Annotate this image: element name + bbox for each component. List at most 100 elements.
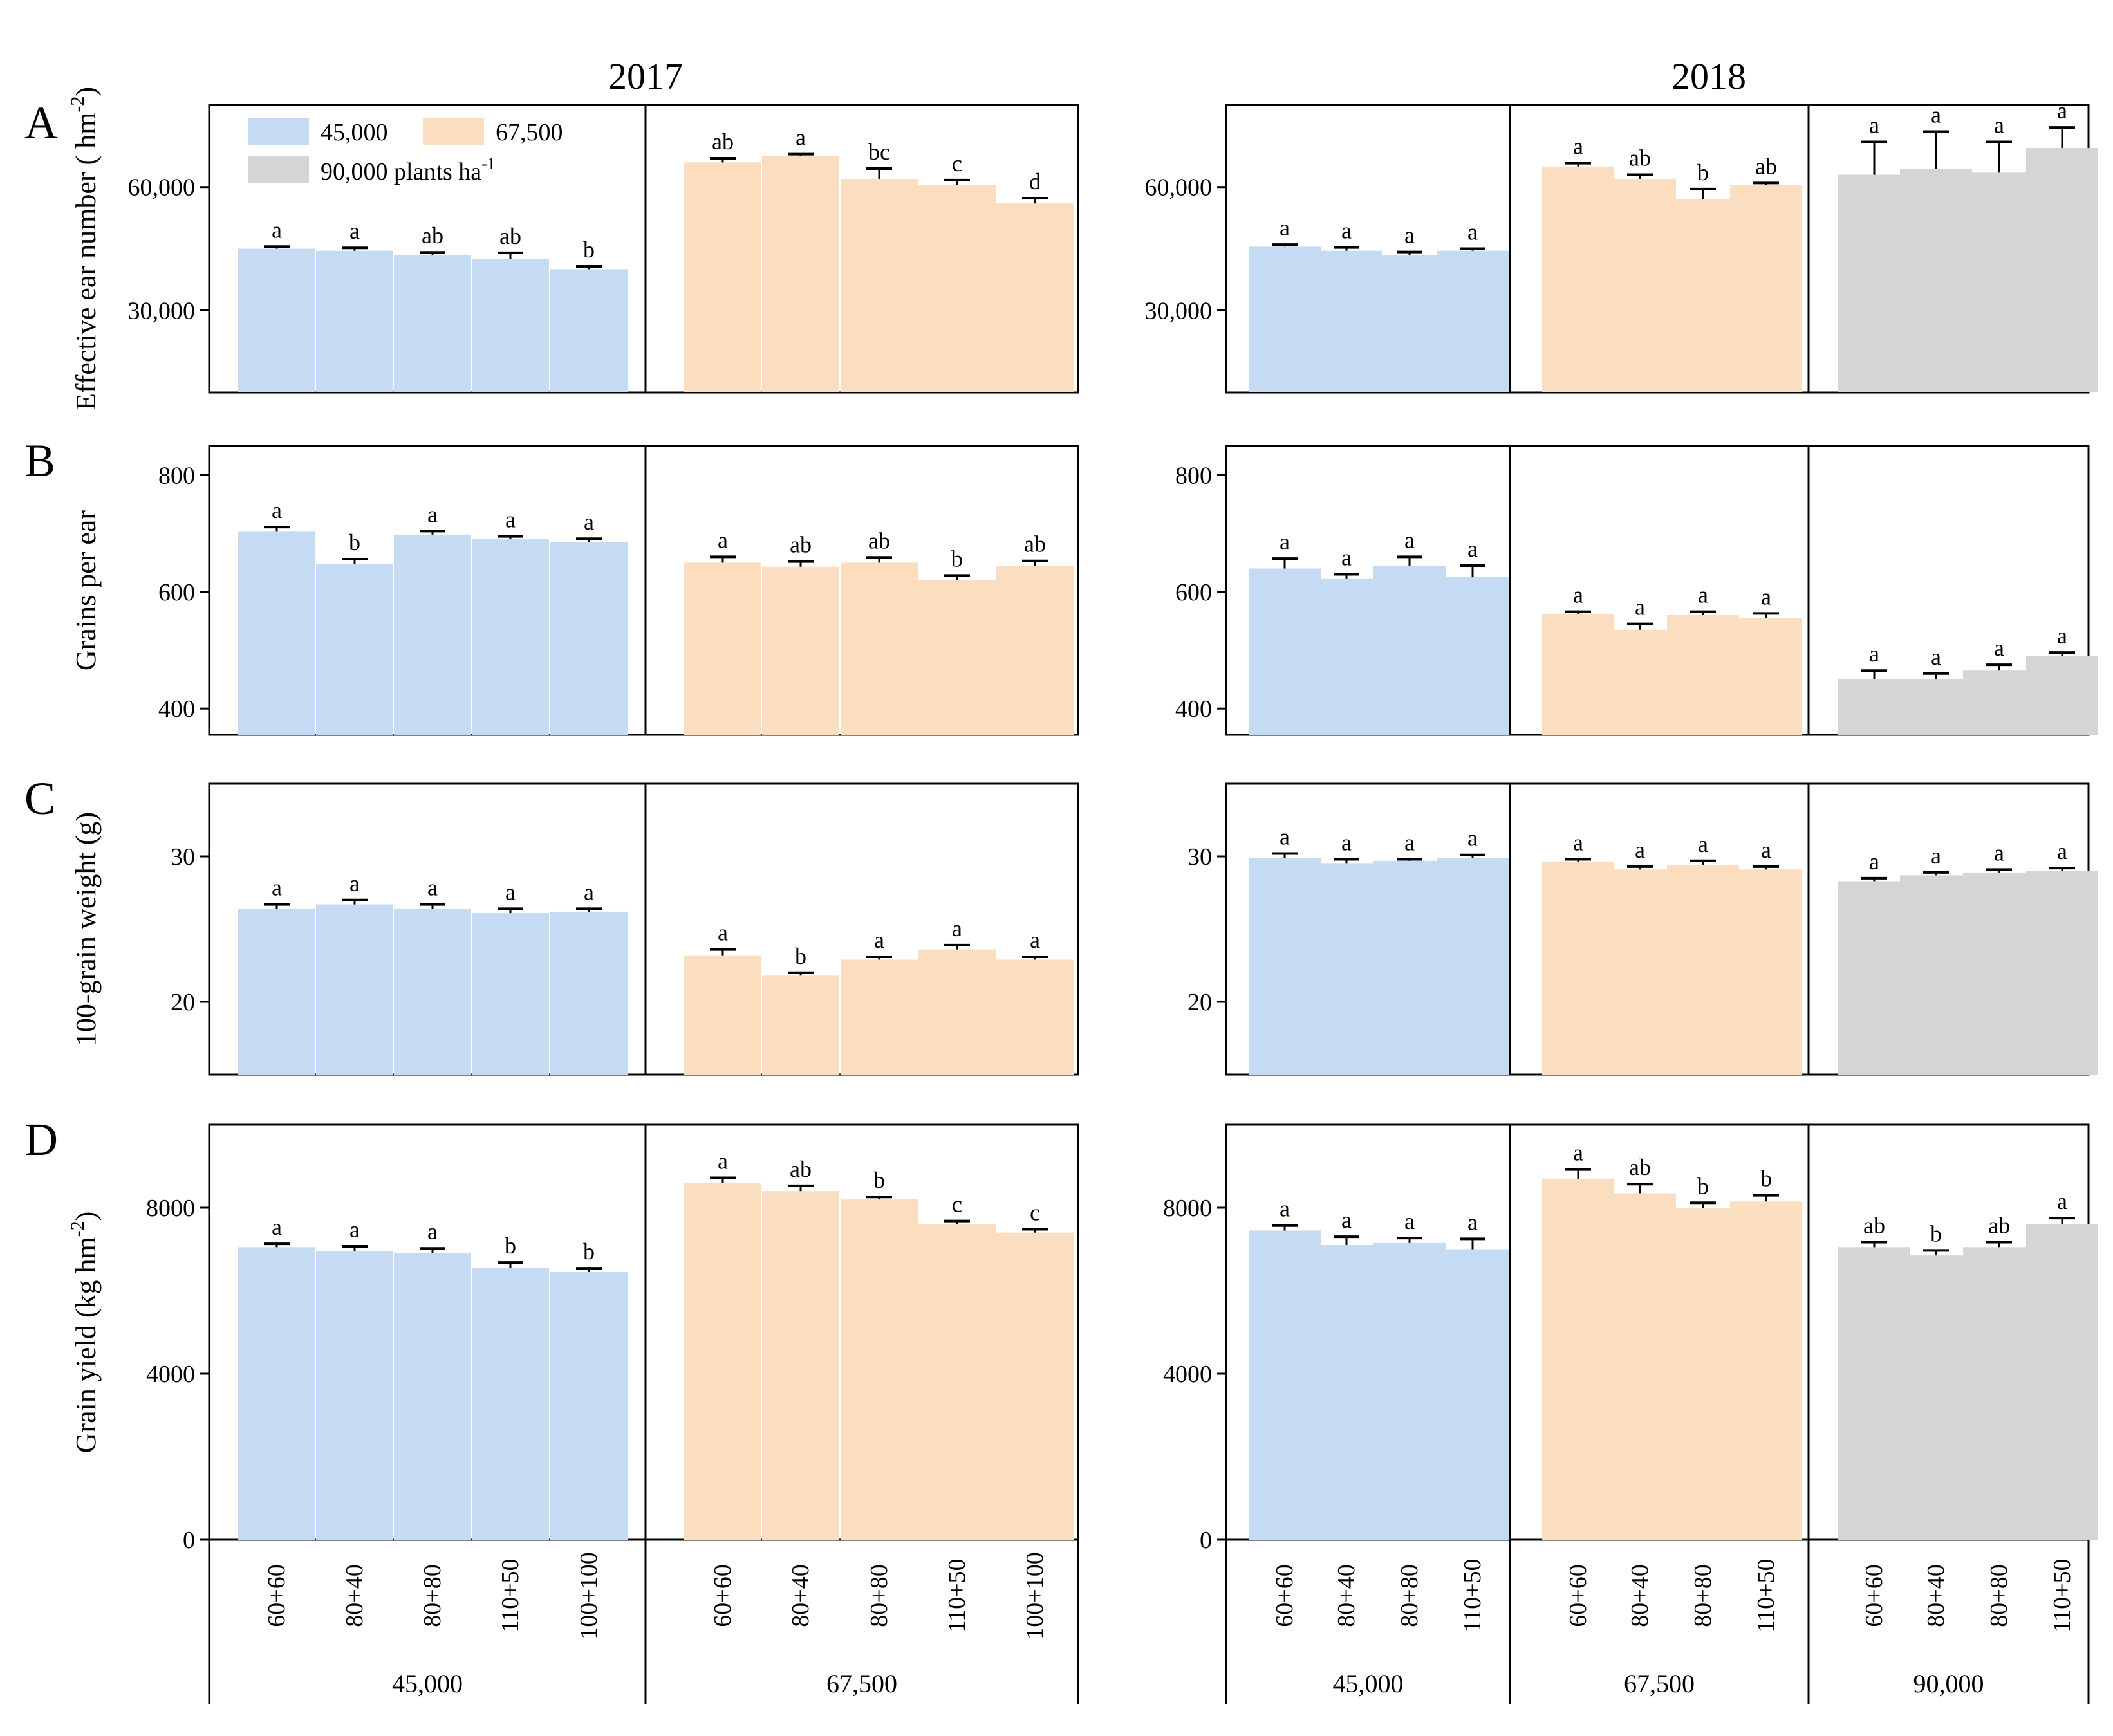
sig-letter-C-2018-45000-2: a [1404,830,1415,856]
bar-B-2017-67500-60+60 [684,562,761,735]
sig-letter-A-2017-45000-1: a [349,218,360,244]
ytick-label-C-2018-0: 20 [1187,989,1212,1016]
sig-letter-B-2018-45000-0: a [1280,529,1290,555]
panel-letter-A: A [24,97,58,149]
ylabel-sup: -2 [67,1221,88,1237]
bar-B-2017-45000-80+80 [394,534,471,735]
sig-letter-D-2017-45000-3: b [505,1233,516,1259]
xtick-label-2018-67500-2: 80+80 [1689,1564,1717,1627]
legend-swatch-1 [423,118,484,145]
sig-letter-D-2018-67500-2: b [1697,1173,1709,1199]
bar-C-2018-67500-80+40 [1604,869,1676,1075]
frame-D-2017 [208,1123,1079,1541]
bar-C-2017-45000-60+60 [238,909,315,1075]
ytick-label-C-2018-1: 30 [1187,844,1212,871]
sig-letter-A-2017-67500-3: c [952,151,962,176]
sig-letter-C-2017-67500-4: a [1030,927,1040,953]
sig-letter-D-2017-67500-0: a [718,1149,728,1174]
bar-D-2018-45000-80+40 [1310,1245,1382,1540]
xtick-label-2017-67500-0: 60+60 [709,1564,736,1627]
bar-D-2017-45000-80+40 [316,1251,393,1540]
sig-letter-C-2017-67500-1: b [795,943,806,969]
ytick-label-D-2018-0: 0 [1200,1527,1212,1554]
ylabel-D: Grain yield (kg hm-2) [67,1212,102,1454]
bar-D-2018-90000-60+60 [1838,1247,1910,1540]
bar-C-2018-45000-60+60 [1249,858,1321,1075]
bar-D-2017-67500-60+60 [684,1183,761,1540]
bar-B-2017-67500-110+50 [918,580,996,735]
year-title-2018: 2018 [1671,55,1746,97]
bar-D-2017-67500-110+50 [918,1224,996,1540]
bar-C-2017-67500-80+40 [762,975,839,1075]
bar-A-2018-90000-80+40 [1900,168,1972,392]
sig-letter-D-2017-45000-2: a [427,1219,438,1244]
sig-letter-D-2018-45000-2: a [1404,1208,1415,1234]
sig-letter-C-2018-90000-3: a [2057,838,2067,864]
bar-A-2017-45000-80+40 [316,250,393,392]
bar-B-2018-67500-110+50 [1730,618,1802,735]
ylabel-sup: -2 [67,97,88,113]
bar-B-2018-90000-80+40 [1900,679,1972,735]
sig-letter-B-2017-67500-0: a [718,527,728,553]
bar-D-2018-90000-110+50 [2026,1224,2098,1540]
ylabel-B: Grains per ear [70,510,102,671]
xtick-label-2017-45000-1: 80+40 [341,1564,368,1627]
sig-letter-B-2018-67500-3: a [1761,584,1771,609]
bar-A-2018-67500-110+50 [1730,185,1802,392]
sig-letter-B-2018-67500-1: a [1635,595,1645,620]
sig-letter-C-2018-90000-0: a [1869,849,1879,874]
sig-letter-D-2017-67500-4: c [1030,1200,1040,1226]
bar-C-2018-90000-80+80 [1963,872,2035,1075]
sig-letter-B-2017-67500-1: ab [790,532,812,558]
bar-B-2018-45000-60+60 [1249,568,1321,735]
sig-letter-B-2017-45000-0: a [272,497,282,523]
bar-B-2018-67500-80+40 [1604,629,1676,735]
sig-letter-C-2017-67500-3: a [952,916,962,941]
sig-letter-D-2018-67500-1: ab [1629,1154,1651,1180]
bar-D-2018-67500-110+50 [1730,1201,1802,1540]
xtick-label-2018-67500-0: 60+60 [1565,1564,1592,1627]
sig-letter-C-2018-67500-1: a [1635,837,1645,863]
frame-B-2017 [208,445,1079,736]
bar-D-2018-45000-60+60 [1249,1230,1321,1540]
bar-A-2018-45000-80+40 [1310,250,1382,392]
sig-letter-A-2017-67500-2: bc [868,139,890,165]
bar-B-2018-90000-80+80 [1963,670,2035,735]
sig-letter-A-2018-67500-0: a [1573,134,1583,160]
xtick-label-2017-45000-4: 100+100 [575,1552,602,1639]
sig-letter-B-2018-90000-1: a [1931,644,1941,670]
legend-swatch-0 [248,118,309,145]
bar-D-2018-67500-80+40 [1604,1193,1676,1540]
ytick-label-D-2018-1: 4000 [1163,1361,1212,1388]
sig-letter-C-2017-45000-1: a [349,871,360,896]
sig-letter-A-2017-67500-4: d [1029,169,1041,194]
bar-D-2017-45000-100+100 [550,1271,628,1540]
legend-swatch-2 [248,156,309,183]
group-label-2018-90000: 90,000 [1913,1669,1984,1698]
bar-C-2017-45000-80+80 [394,909,471,1075]
sig-letter-A-2017-45000-3: ab [499,223,521,249]
bar-A-2017-67500-60+60 [684,162,761,392]
sig-letter-A-2017-67500-0: ab [712,129,734,154]
ytick-label-B-2018-0: 400 [1175,696,1212,723]
sig-letter-C-2017-45000-0: a [272,875,282,901]
ytick-label-D-2017-0: 0 [183,1527,195,1554]
ytick-label-A-2017-0: 30,000 [128,297,196,324]
bar-D-2018-67500-80+80 [1667,1208,1739,1540]
bar-D-2018-90000-80+40 [1900,1255,1972,1540]
bar-D-2017-67500-80+80 [841,1199,918,1540]
sig-letter-B-2017-67500-2: ab [868,528,890,553]
ytick-label-D-2017-1: 4000 [146,1361,195,1388]
bar-D-2017-67500-100+100 [996,1232,1074,1540]
legend-label-1: 67,500 [496,119,563,146]
legend-label-2: 90,000 plants ha-1 [321,154,496,185]
sig-letter-A-2018-45000-3: a [1467,219,1478,245]
xtick-label-2018-90000-3: 110+50 [2049,1558,2076,1632]
legend-label-0: 45,000 [321,119,388,146]
xtick-label-2017-67500-1: 80+40 [787,1564,814,1627]
xtick-label-2018-45000-1: 80+40 [1333,1564,1360,1627]
sig-letter-B-2017-67500-4: ab [1024,531,1046,557]
frame-C-2017 [208,782,1079,1076]
